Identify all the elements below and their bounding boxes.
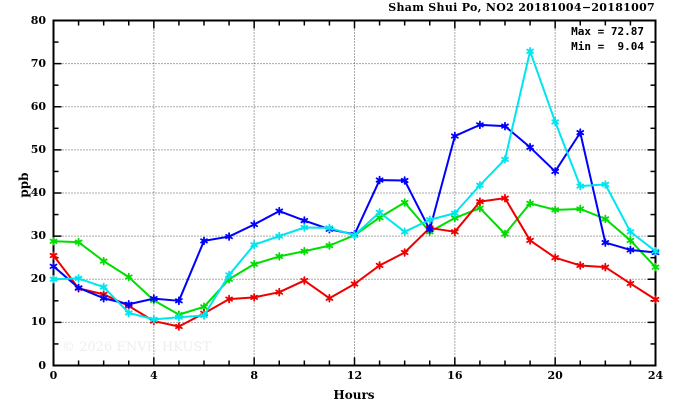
y-tick-label: 70 (30, 56, 46, 70)
y-tick-label: 60 (30, 99, 46, 113)
gridlines (53, 20, 656, 366)
x-axis-label: Hours (333, 388, 375, 402)
min-label: Min = 9.04 (571, 40, 644, 53)
x-tick-label: 12 (346, 369, 363, 382)
y-tick-label: 40 (30, 186, 46, 199)
minmax-annotation: Max = 72.87 Min = 9.04 (571, 24, 644, 54)
x-tick-label: 8 (250, 369, 258, 382)
plot-frame (52, 19, 657, 367)
x-tick-label: 0 (49, 369, 58, 382)
x-tick-label: 24 (647, 369, 664, 382)
series-2 (49, 193, 660, 331)
y-tick-label: 0 (38, 358, 46, 372)
x-tick-label: 16 (447, 369, 463, 382)
data-series-layer (49, 46, 660, 331)
x-tick-label: 4 (150, 369, 158, 382)
y-tick-label: 20 (30, 272, 46, 286)
x-tick-label: 20 (547, 369, 563, 382)
max-label: Max = 72.87 (571, 25, 644, 38)
y-tick-label: 50 (30, 142, 46, 156)
y-tick-label: 30 (30, 229, 46, 243)
chart-title: Sham Shui Po, NO2 20181004−20181007 (388, 1, 655, 14)
y-tick-label: 10 (30, 315, 46, 329)
y-tick-label: 80 (30, 13, 46, 27)
series-4 (49, 46, 660, 324)
